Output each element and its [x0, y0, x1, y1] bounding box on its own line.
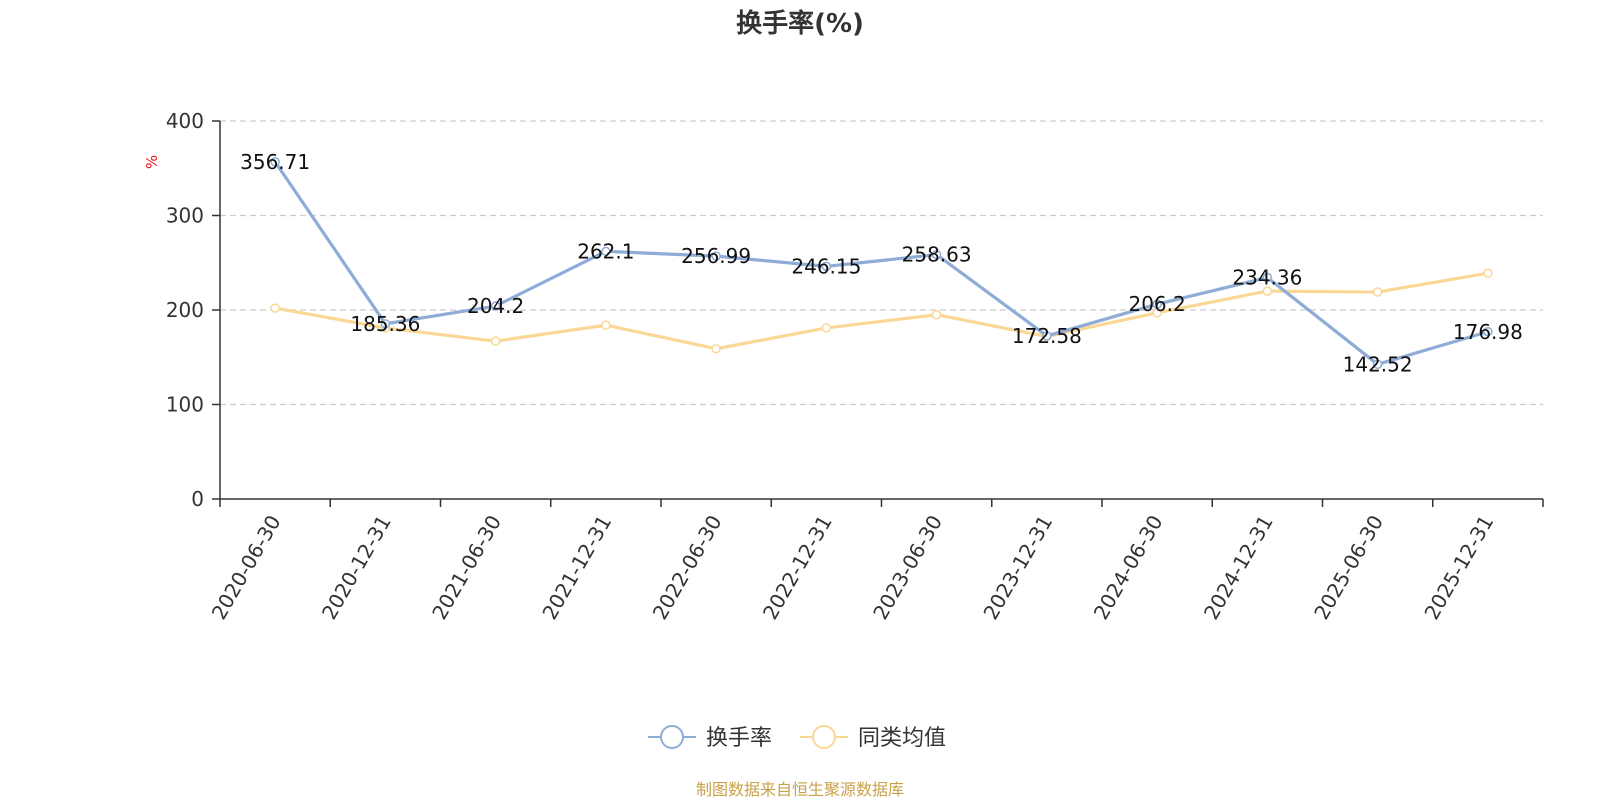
data-label: 256.99	[681, 244, 751, 268]
data-point	[1372, 287, 1383, 297]
x-tick-label: 2023-06-30	[868, 511, 947, 624]
legend-marker	[812, 725, 836, 749]
data-label: 258.63	[902, 243, 972, 267]
y-axis-unit-label: %	[143, 155, 161, 169]
legend-label: 换手率	[706, 726, 772, 751]
x-tick-label: 2025-12-31	[1419, 511, 1498, 624]
axes: 0 100 200 300 400 2020-06-30 2020-12-31 2021-06…	[166, 109, 1544, 624]
x-tick-label: 2020-12-31	[317, 511, 396, 624]
data-label: 204.2	[467, 294, 524, 318]
legend-marker	[660, 725, 684, 749]
data-label: 206.2	[1128, 292, 1185, 316]
data-point	[490, 336, 501, 346]
legend-item-2[interactable]: 同类均值	[800, 725, 946, 751]
x-tick-label: 2022-06-30	[648, 511, 727, 624]
x-tick-label: 2020-06-30	[207, 511, 286, 624]
data-point	[490, 301, 501, 311]
data-point	[1483, 268, 1493, 278]
data-label: 185.36	[350, 312, 420, 336]
data-label: 246.15	[791, 254, 861, 278]
x-tick-label: 2024-06-30	[1089, 511, 1168, 624]
data-label: 356.71	[240, 150, 310, 174]
data-point	[1372, 359, 1383, 370]
data-label: 262.1	[577, 239, 634, 263]
data-point	[1042, 331, 1052, 341]
data-point	[601, 320, 611, 330]
data-labels: 356.71 185.36 204.2 262.1 256.99 246.15 258.63…	[240, 150, 1523, 376]
legend[interactable]: 换手率 同类均值	[648, 725, 946, 751]
chart-title: 换手率(%)	[736, 8, 864, 39]
y-tick-label: 200	[166, 298, 204, 322]
data-point	[821, 323, 832, 333]
data-point	[1262, 272, 1273, 283]
data-point	[711, 251, 721, 261]
grid-lines	[220, 120, 1543, 406]
data-point	[1152, 299, 1162, 309]
data-point	[270, 303, 280, 313]
x-tick-label: 2021-06-30	[427, 511, 506, 624]
data-label: 176.98	[1453, 320, 1523, 344]
x-tick-label: 2021-12-31	[537, 511, 616, 624]
x-tick-label: 2022-12-31	[758, 511, 837, 624]
data-label: 142.52	[1343, 352, 1413, 376]
data-point	[711, 343, 721, 354]
x-tick-label: 2024-12-31	[1199, 511, 1278, 624]
series-line-1	[273, 161, 1489, 366]
legend-label: 同类均值	[858, 726, 946, 751]
y-tick-label: 400	[166, 109, 204, 133]
data-point	[931, 309, 942, 320]
data-point	[821, 261, 832, 272]
data-point	[270, 157, 280, 167]
data-point	[380, 319, 391, 329]
data-point	[1483, 327, 1493, 337]
data-label: 172.58	[1012, 324, 1082, 348]
source-footnote: 制图数据来自恒生聚源数据库	[696, 780, 904, 799]
x-tick-label: 2023-12-31	[978, 511, 1057, 624]
data-point	[1262, 286, 1273, 296]
y-tick-label: 100	[166, 393, 204, 417]
data-point	[931, 249, 942, 260]
data-label: 234.36	[1232, 266, 1302, 290]
x-tick-label: 2025-06-30	[1309, 511, 1388, 624]
series-lines	[270, 157, 1493, 370]
y-tick-label: 0	[191, 487, 204, 511]
legend-item-1[interactable]: 换手率	[648, 725, 772, 751]
data-point	[601, 246, 611, 257]
y-tick-label: 300	[166, 204, 204, 228]
